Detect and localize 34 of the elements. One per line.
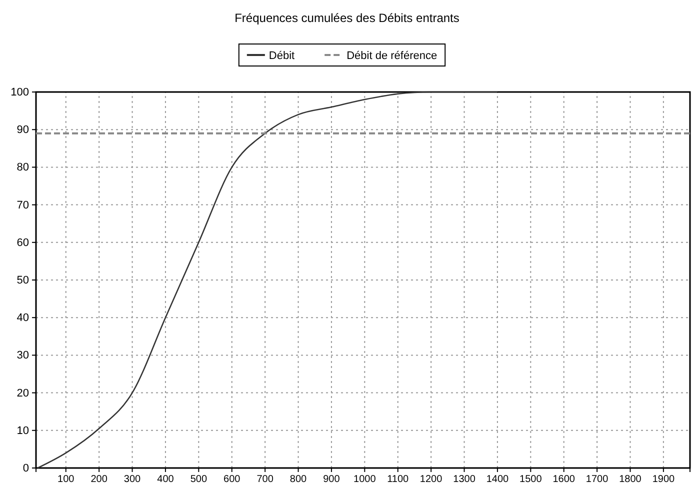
x-tick-label: 1800 — [619, 474, 642, 486]
x-tick-label: 1300 — [453, 474, 476, 486]
x-tick-label: 900 — [323, 474, 340, 486]
x-tick-label: 1900 — [652, 474, 675, 486]
x-tick-label: 400 — [157, 474, 174, 486]
x-tick-label: 1500 — [520, 474, 542, 486]
legend-label: Débit — [268, 50, 295, 62]
x-tick-label: 700 — [256, 474, 274, 486]
chart-title: Fréquences cumulées des Débits entrants — [234, 11, 460, 25]
y-tick-label: 50 — [16, 274, 29, 287]
x-tick-label: 1700 — [586, 474, 609, 486]
x-tick-label: 1000 — [354, 474, 376, 486]
x-tick-label: 1600 — [552, 474, 576, 486]
x-tick-label: 800 — [290, 474, 308, 486]
y-tick-label: 70 — [16, 199, 29, 212]
x-tick-label: 100 — [58, 474, 75, 486]
y-tick-label: 20 — [16, 387, 29, 400]
y-tick-label: 100 — [10, 86, 29, 99]
x-tick-label: 1200 — [420, 474, 443, 486]
y-tick-label: 40 — [16, 312, 29, 324]
y-tick-label: 80 — [16, 162, 29, 174]
x-tick-label: 1100 — [387, 474, 410, 486]
x-tick-label: 600 — [224, 474, 241, 486]
x-tick-label: 300 — [124, 474, 142, 486]
x-tick-label: 200 — [90, 474, 108, 486]
x-tick-label: 1400 — [486, 474, 510, 486]
y-tick-label: 0 — [22, 462, 29, 475]
y-tick-label: 60 — [16, 236, 29, 249]
legend-label: Débit de référence — [346, 50, 438, 62]
y-tick-label: 30 — [16, 350, 29, 362]
x-tick-label: 500 — [190, 474, 208, 486]
line-series — [37, 91, 498, 469]
y-tick-label: 90 — [16, 124, 29, 136]
y-tick-label: 10 — [16, 424, 29, 437]
